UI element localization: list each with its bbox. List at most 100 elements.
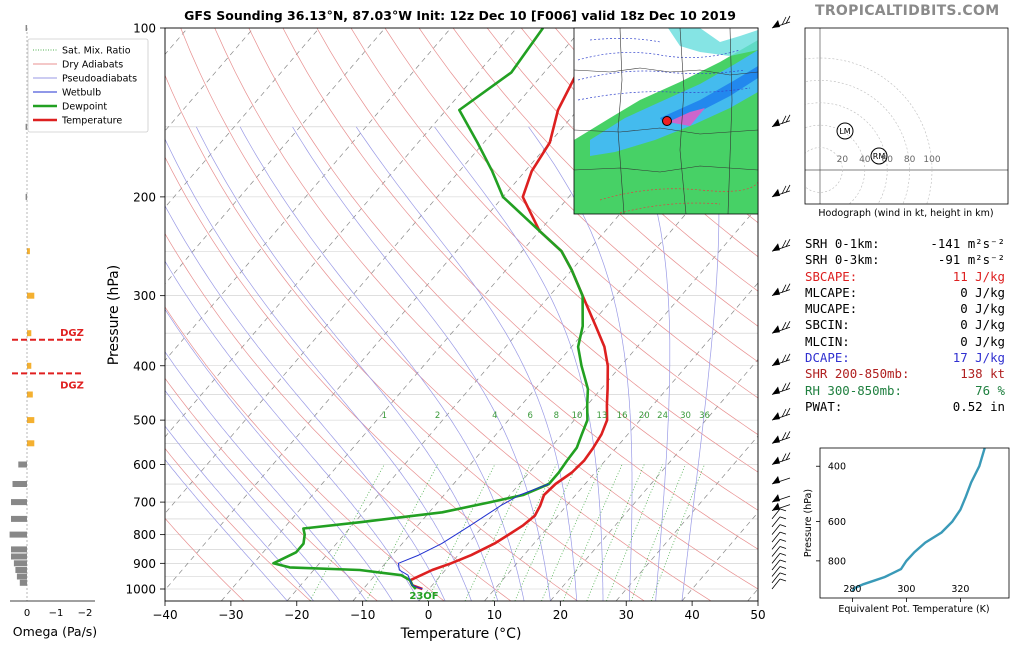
legend-label: Temperature bbox=[61, 116, 122, 127]
omega-panel: 0 −1 −2 Omega (Pa/s) DGZ DGZ bbox=[9, 25, 97, 639]
parameter-row: PWAT: 0.52 in bbox=[805, 399, 1005, 415]
mixing-ratio-line bbox=[541, 464, 603, 601]
omega-bar bbox=[16, 573, 27, 580]
mixing-ratio-label: 36 bbox=[699, 411, 710, 421]
hodograph-height-label: 1 bbox=[0, 177, 6, 187]
wind-barb bbox=[771, 407, 791, 421]
pressure-tick-labels: 100 200 300 400 500 600 700 800 900 1000 bbox=[125, 22, 165, 597]
wetbulb-profile bbox=[397, 483, 550, 590]
wind-barb bbox=[771, 524, 787, 535]
theta-e-trace bbox=[851, 448, 986, 593]
skewt-profiles bbox=[272, 28, 610, 591]
pseudoadiabat bbox=[195, 126, 499, 601]
legend-box bbox=[27, 38, 149, 133]
map-precip-purple bbox=[668, 108, 705, 126]
omega-bar bbox=[12, 481, 27, 487]
hodograph-ring-label: 40 bbox=[859, 155, 871, 165]
wind-barb bbox=[771, 283, 791, 297]
wind-barb bbox=[771, 494, 791, 503]
parameter-row: SHR 200-850mb: 138 kt bbox=[805, 366, 1005, 382]
parameter-name: SRH 0-3km: bbox=[805, 252, 880, 268]
wind-barb bbox=[771, 559, 787, 571]
left-mover-label: LM bbox=[839, 127, 850, 136]
theta-e-x-tick-label: 300 bbox=[897, 584, 915, 595]
pressure-tick-label: 400 bbox=[133, 359, 156, 373]
dry-adiabat bbox=[214, 28, 758, 590]
dry-adiabat bbox=[180, 28, 712, 601]
map-precip-blue bbox=[590, 50, 758, 156]
hodograph-height-label: 3 bbox=[0, 170, 6, 180]
omega-bar bbox=[11, 553, 27, 560]
map-precip-darkblue bbox=[660, 66, 758, 126]
hodograph-ring bbox=[805, 102, 888, 204]
right-mover-marker: RM bbox=[870, 147, 888, 165]
parameter-row: MUCAPE: 0 J/kg bbox=[805, 301, 1005, 317]
temperature-tick-label: 10 bbox=[487, 608, 502, 622]
mixing-ratio-label: 24 bbox=[657, 411, 668, 421]
mixing-ratio-label: 13 bbox=[596, 411, 607, 421]
theta-e-panel: 400 600 800 280 300 320 Equivalent Pot. Temp… bbox=[803, 447, 1010, 615]
omega-bar bbox=[9, 531, 27, 538]
omega-bar bbox=[27, 292, 35, 299]
dry-adiabat bbox=[165, 156, 578, 601]
omega-bar bbox=[11, 499, 27, 506]
theta-e-y-tick-label: 400 bbox=[828, 462, 846, 473]
wind-barb bbox=[771, 184, 791, 198]
mixing-ratio-line bbox=[309, 464, 385, 601]
omega-bar bbox=[27, 330, 32, 337]
parameter-name: SBCAPE: bbox=[805, 268, 858, 284]
temperature-tick-label: 20 bbox=[553, 608, 568, 622]
parameter-value: 11 J/kg bbox=[952, 268, 1005, 284]
dry-adiabat bbox=[384, 28, 758, 399]
x-axis-label: Temperature (°C) bbox=[400, 626, 522, 642]
hodograph-ring-label: 80 bbox=[904, 155, 916, 165]
parameter-row: SBCIN: 0 J/kg bbox=[805, 317, 1005, 333]
theta-e-x-label: Equivalent Pot. Temperature (K) bbox=[838, 604, 989, 615]
sounding-location-marker bbox=[662, 116, 672, 126]
theta-e-y-tick-label: 800 bbox=[828, 556, 846, 567]
map-precip-cyan bbox=[668, 28, 758, 56]
theta-e-x-tick-label: 280 bbox=[843, 584, 861, 595]
omega-bar bbox=[27, 248, 30, 255]
omega-bar bbox=[27, 391, 33, 398]
wind-barb bbox=[771, 508, 787, 520]
wind-barb bbox=[771, 566, 787, 577]
wind-barb bbox=[771, 552, 787, 564]
map-borders bbox=[574, 28, 758, 214]
hodograph-ring bbox=[805, 124, 866, 204]
omega-bar bbox=[13, 560, 27, 567]
right-mover-label: RM bbox=[873, 152, 886, 161]
pseudoadiabat bbox=[165, 205, 446, 601]
omega-tick-labels: 0 −1 −2 bbox=[24, 608, 93, 619]
mixing-ratio-line bbox=[464, 464, 531, 601]
omega-bar bbox=[11, 546, 27, 553]
dgz-top-label: DGZ bbox=[60, 328, 84, 339]
omega-bar bbox=[18, 461, 27, 468]
temperature-tick-label: 50 bbox=[750, 608, 765, 622]
pressure-tick-label: 900 bbox=[133, 557, 156, 571]
wind-barb bbox=[771, 321, 791, 334]
wind-barb bbox=[771, 431, 791, 444]
parameter-value: 0.52 in bbox=[952, 398, 1005, 414]
hodograph-ring-label: 60 bbox=[881, 155, 893, 165]
pseudoadiabat bbox=[628, 126, 671, 601]
pressure-tick-label: 300 bbox=[133, 289, 156, 303]
hodograph-height-label: 2 bbox=[0, 172, 6, 182]
parameter-row: SRH 0-3km: -91 m²s⁻² bbox=[805, 252, 1005, 268]
theta-e-frame bbox=[819, 447, 1010, 599]
parameter-row: DCAPE: 17 J/kg bbox=[805, 350, 1005, 366]
parameter-value: 0 J/kg bbox=[960, 301, 1005, 317]
temperature-tick-label: −20 bbox=[284, 608, 309, 622]
dry-adiabat bbox=[316, 28, 758, 473]
pseudoadiabat bbox=[165, 138, 472, 601]
pressure-tick-label: 500 bbox=[133, 414, 156, 428]
legend-label: Pseudoadiabats bbox=[62, 74, 137, 85]
temperature-tick-label: 0 bbox=[425, 608, 433, 622]
skewt-frame bbox=[164, 27, 759, 602]
left-mover-marker: LM bbox=[836, 122, 854, 140]
legend-label: Dry Adiabats bbox=[62, 60, 123, 71]
hodograph-ring bbox=[805, 57, 933, 204]
omega-bar bbox=[19, 579, 28, 586]
